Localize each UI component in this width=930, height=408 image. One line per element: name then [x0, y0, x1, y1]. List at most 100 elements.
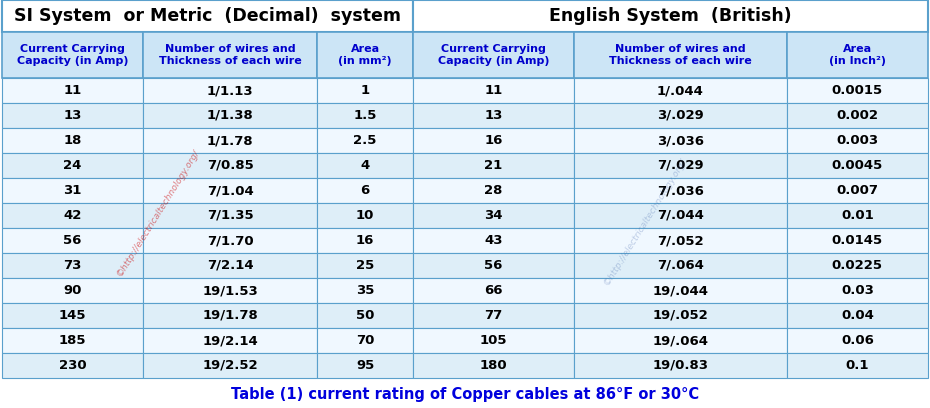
- Text: 2.5: 2.5: [353, 134, 377, 147]
- Text: 66: 66: [484, 284, 502, 297]
- Text: 1/1.78: 1/1.78: [207, 134, 254, 147]
- Text: 7/.052: 7/.052: [657, 234, 703, 247]
- Bar: [143, 103, 317, 128]
- Text: 1.5: 1.5: [353, 109, 377, 122]
- Bar: [317, 303, 413, 328]
- Text: 28: 28: [485, 184, 502, 197]
- Text: 1/1.38: 1/1.38: [206, 109, 254, 122]
- Text: 25: 25: [356, 259, 374, 272]
- Bar: [143, 178, 317, 203]
- Bar: [317, 328, 413, 353]
- Bar: [317, 103, 413, 128]
- Text: 50: 50: [356, 309, 374, 322]
- Bar: [143, 303, 317, 328]
- Text: ©http://electricaltechnology.org/: ©http://electricaltechnology.org/: [115, 148, 201, 278]
- Bar: [787, 353, 928, 378]
- Text: 13: 13: [485, 109, 502, 122]
- Text: 19/1.78: 19/1.78: [203, 309, 259, 322]
- Bar: [413, 32, 574, 78]
- Text: 43: 43: [484, 234, 502, 247]
- Text: 70: 70: [356, 334, 374, 347]
- Text: Area
(in mm²): Area (in mm²): [339, 44, 392, 66]
- Bar: [413, 253, 574, 278]
- Text: 7/.044: 7/.044: [657, 209, 704, 222]
- Text: 145: 145: [59, 309, 86, 322]
- Text: 3/.029: 3/.029: [657, 109, 704, 122]
- Bar: [413, 353, 574, 378]
- Bar: [2, 328, 143, 353]
- Text: 21: 21: [485, 159, 502, 172]
- Text: 0.01: 0.01: [841, 209, 873, 222]
- Bar: [2, 278, 143, 303]
- Text: 19/.052: 19/.052: [652, 309, 708, 322]
- Bar: [2, 32, 143, 78]
- Text: 1/1.13: 1/1.13: [207, 84, 254, 97]
- Bar: [574, 303, 787, 328]
- Text: 0.0225: 0.0225: [831, 259, 883, 272]
- Text: English System  (British): English System (British): [549, 7, 791, 25]
- Text: 7/1.35: 7/1.35: [207, 209, 254, 222]
- Bar: [2, 253, 143, 278]
- Text: 19/2.14: 19/2.14: [203, 334, 259, 347]
- Text: 185: 185: [59, 334, 86, 347]
- Text: 35: 35: [356, 284, 374, 297]
- Bar: [574, 103, 787, 128]
- Text: ©http://electricaltechnology.org/: ©http://electricaltechnology.org/: [602, 157, 687, 287]
- Text: 13: 13: [63, 109, 82, 122]
- Bar: [143, 32, 317, 78]
- Bar: [574, 328, 787, 353]
- Text: 0.04: 0.04: [841, 309, 874, 322]
- Bar: [413, 0, 928, 32]
- Bar: [317, 253, 413, 278]
- Text: 73: 73: [63, 259, 82, 272]
- Bar: [413, 228, 574, 253]
- Bar: [574, 353, 787, 378]
- Text: 90: 90: [63, 284, 82, 297]
- Bar: [143, 278, 317, 303]
- Bar: [413, 78, 574, 103]
- Bar: [574, 128, 787, 153]
- Bar: [2, 78, 143, 103]
- Bar: [317, 153, 413, 178]
- Text: 0.002: 0.002: [836, 109, 878, 122]
- Bar: [2, 203, 143, 228]
- Bar: [317, 353, 413, 378]
- Text: 0.003: 0.003: [836, 134, 879, 147]
- Bar: [317, 78, 413, 103]
- Bar: [317, 128, 413, 153]
- Bar: [787, 103, 928, 128]
- Text: 56: 56: [485, 259, 502, 272]
- Text: 10: 10: [356, 209, 374, 222]
- Text: 42: 42: [63, 209, 82, 222]
- Text: 0.0145: 0.0145: [831, 234, 883, 247]
- Bar: [413, 103, 574, 128]
- Text: 34: 34: [484, 209, 502, 222]
- Bar: [413, 328, 574, 353]
- Bar: [413, 128, 574, 153]
- Text: 0.1: 0.1: [845, 359, 870, 372]
- Text: 230: 230: [59, 359, 86, 372]
- Text: SI System  or Metric  (Decimal)  system: SI System or Metric (Decimal) system: [14, 7, 401, 25]
- Bar: [2, 228, 143, 253]
- Bar: [2, 178, 143, 203]
- Text: 6: 6: [361, 184, 369, 197]
- Bar: [317, 178, 413, 203]
- Bar: [787, 128, 928, 153]
- Text: 7/1.70: 7/1.70: [207, 234, 254, 247]
- Text: 3/.036: 3/.036: [657, 134, 704, 147]
- Text: 19/.064: 19/.064: [652, 334, 709, 347]
- Text: 1/.044: 1/.044: [657, 84, 704, 97]
- Text: Number of wires and
Thickness of each wire: Number of wires and Thickness of each wi…: [609, 44, 751, 66]
- Bar: [143, 328, 317, 353]
- Text: Number of wires and
Thickness of each wire: Number of wires and Thickness of each wi…: [159, 44, 301, 66]
- Text: 16: 16: [485, 134, 502, 147]
- Text: 95: 95: [356, 359, 374, 372]
- Bar: [413, 203, 574, 228]
- Text: 0.0045: 0.0045: [831, 159, 883, 172]
- Text: Table (1) current rating of Copper cables at 86°F or 30°C: Table (1) current rating of Copper cable…: [231, 386, 699, 401]
- Text: 1: 1: [361, 84, 369, 97]
- Text: 0.0015: 0.0015: [831, 84, 883, 97]
- Bar: [413, 153, 574, 178]
- Text: 180: 180: [480, 359, 507, 372]
- Bar: [2, 303, 143, 328]
